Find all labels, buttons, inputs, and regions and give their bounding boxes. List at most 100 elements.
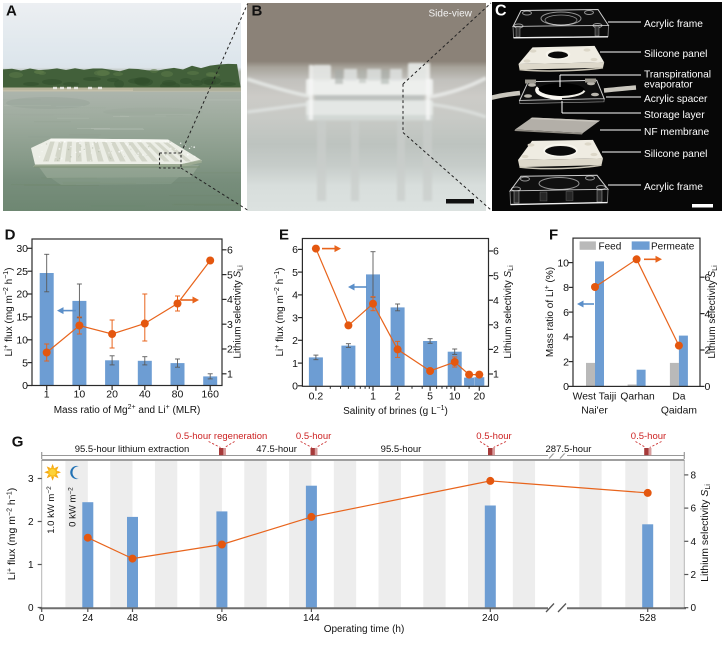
svg-text:5: 5 — [292, 267, 298, 279]
svg-text:1: 1 — [227, 369, 233, 381]
svg-text:Transpirational: Transpirational — [644, 70, 711, 81]
svg-text:Acrylic spacer: Acrylic spacer — [644, 94, 708, 105]
svg-text:2: 2 — [705, 345, 711, 357]
svg-text:5: 5 — [427, 391, 433, 403]
svg-text:Lithium selectivity SLi: Lithium selectivity SLi — [233, 265, 245, 359]
svg-text:240: 240 — [482, 613, 499, 624]
svg-text:6: 6 — [691, 504, 697, 515]
svg-text:Lithium selectivity SLi: Lithium selectivity SLi — [503, 265, 515, 359]
svg-text:0: 0 — [292, 381, 298, 393]
svg-text:4: 4 — [227, 294, 233, 306]
svg-text:Mass ratio of Mg2+ and Li+ (ML: Mass ratio of Mg2+ and Li+ (MLR) — [54, 404, 201, 416]
svg-text:1: 1 — [292, 358, 298, 370]
svg-text:6: 6 — [563, 307, 569, 319]
svg-text:Acrylic frame: Acrylic frame — [644, 19, 703, 30]
svg-text:Silicone panel: Silicone panel — [644, 49, 707, 60]
svg-text:Storage layer: Storage layer — [644, 110, 705, 121]
svg-text:Nai'er: Nai'er — [581, 406, 608, 417]
svg-text:Acrylic frame: Acrylic frame — [644, 182, 703, 193]
svg-text:10: 10 — [16, 335, 28, 347]
svg-text:C: C — [495, 3, 507, 20]
svg-text:4: 4 — [493, 295, 499, 307]
svg-text:0: 0 — [705, 381, 711, 393]
svg-text:8: 8 — [691, 470, 697, 481]
svg-text:0: 0 — [563, 381, 569, 393]
svg-text:Permeate: Permeate — [651, 241, 695, 252]
svg-text:20: 20 — [106, 389, 118, 401]
svg-text:30: 30 — [16, 243, 28, 255]
svg-text:evaporator: evaporator — [644, 80, 693, 91]
svg-text:Feed: Feed — [599, 241, 622, 252]
svg-text:2: 2 — [292, 335, 298, 347]
svg-text:5: 5 — [22, 357, 28, 369]
svg-text:Qarhan: Qarhan — [620, 392, 655, 403]
svg-text:0.2: 0.2 — [309, 391, 324, 403]
svg-text:1: 1 — [28, 560, 34, 571]
svg-text:0.5-hour regeneration: 0.5-hour regeneration — [176, 431, 267, 442]
svg-text:6: 6 — [493, 246, 499, 258]
svg-text:Operating time (h): Operating time (h) — [324, 624, 405, 635]
svg-text:0.5-hour: 0.5-hour — [296, 431, 331, 442]
svg-text:95.5-hour lithium extraction: 95.5-hour lithium extraction — [75, 444, 190, 455]
svg-text:Lithium selectivity SLi: Lithium selectivity SLi — [699, 484, 712, 582]
svg-text:6: 6 — [705, 272, 711, 284]
svg-text:287.5-hour: 287.5-hour — [546, 444, 592, 455]
svg-text:Mass ratio of Li+ (%): Mass ratio of Li+ (%) — [544, 267, 556, 357]
svg-text:Silicone panel: Silicone panel — [644, 149, 707, 160]
svg-text:0: 0 — [39, 613, 45, 624]
svg-text:B: B — [252, 2, 263, 19]
svg-text:Li+ flux (mg m−2 h−1): Li+ flux (mg m−2 h−1) — [6, 488, 18, 580]
svg-text:0.5-hour: 0.5-hour — [476, 431, 511, 442]
svg-text:2: 2 — [691, 570, 697, 581]
svg-text:4: 4 — [705, 308, 711, 320]
svg-text:10: 10 — [74, 389, 86, 401]
svg-text:528: 528 — [639, 613, 656, 624]
svg-text:Da: Da — [672, 392, 685, 403]
svg-text:5: 5 — [493, 270, 499, 282]
svg-text:0: 0 — [22, 380, 28, 392]
svg-text:Li+ flux (mg m−2 h−1): Li+ flux (mg m−2 h−1) — [3, 268, 15, 357]
svg-text:West Taiji: West Taiji — [573, 392, 617, 403]
svg-text:8: 8 — [563, 282, 569, 294]
svg-text:2: 2 — [493, 344, 499, 356]
svg-text:1.0 kW m−2: 1.0 kW m−2 — [46, 486, 57, 534]
svg-text:G: G — [12, 434, 24, 451]
svg-text:47.5-hour: 47.5-hour — [256, 444, 297, 455]
svg-text:25: 25 — [16, 266, 28, 278]
svg-text:Li+ flux (mg m−2 h−1): Li+ flux (mg m−2 h−1) — [274, 268, 286, 357]
svg-text:20: 20 — [473, 391, 485, 403]
svg-text:0 kW m−2: 0 kW m−2 — [68, 487, 79, 527]
svg-text:2: 2 — [395, 391, 401, 403]
svg-text:E: E — [279, 227, 289, 244]
svg-text:3: 3 — [28, 474, 34, 485]
svg-text:Side-view: Side-view — [429, 9, 473, 20]
svg-text:4: 4 — [691, 537, 697, 548]
svg-text:0.5-hour: 0.5-hour — [631, 431, 666, 442]
svg-text:160: 160 — [201, 389, 219, 401]
svg-text:1: 1 — [44, 389, 50, 401]
svg-text:0: 0 — [28, 603, 34, 614]
svg-text:3: 3 — [227, 319, 233, 331]
svg-text:NF membrane: NF membrane — [644, 127, 709, 138]
svg-text:Salinity of brines (g L−1): Salinity of brines (g L−1) — [343, 405, 448, 417]
svg-text:96: 96 — [216, 613, 228, 624]
svg-text:10: 10 — [557, 257, 569, 269]
svg-text:3: 3 — [292, 312, 298, 324]
svg-text:2: 2 — [563, 356, 569, 368]
svg-text:5: 5 — [227, 269, 233, 281]
svg-text:40: 40 — [139, 389, 151, 401]
svg-text:Lithium selectivity SLi: Lithium selectivity SLi — [707, 265, 719, 359]
svg-text:0: 0 — [691, 603, 697, 614]
svg-text:95.5-hour: 95.5-hour — [381, 444, 422, 455]
svg-text:1: 1 — [493, 369, 499, 381]
svg-text:4: 4 — [563, 332, 569, 344]
svg-text:1: 1 — [370, 391, 376, 403]
svg-text:2: 2 — [227, 344, 233, 356]
svg-text:2: 2 — [28, 517, 34, 528]
svg-text:A: A — [6, 2, 17, 19]
svg-text:24: 24 — [82, 613, 94, 624]
svg-text:10: 10 — [449, 391, 461, 403]
svg-text:15: 15 — [16, 312, 28, 324]
svg-text:80: 80 — [172, 389, 184, 401]
svg-text:F: F — [549, 227, 558, 244]
